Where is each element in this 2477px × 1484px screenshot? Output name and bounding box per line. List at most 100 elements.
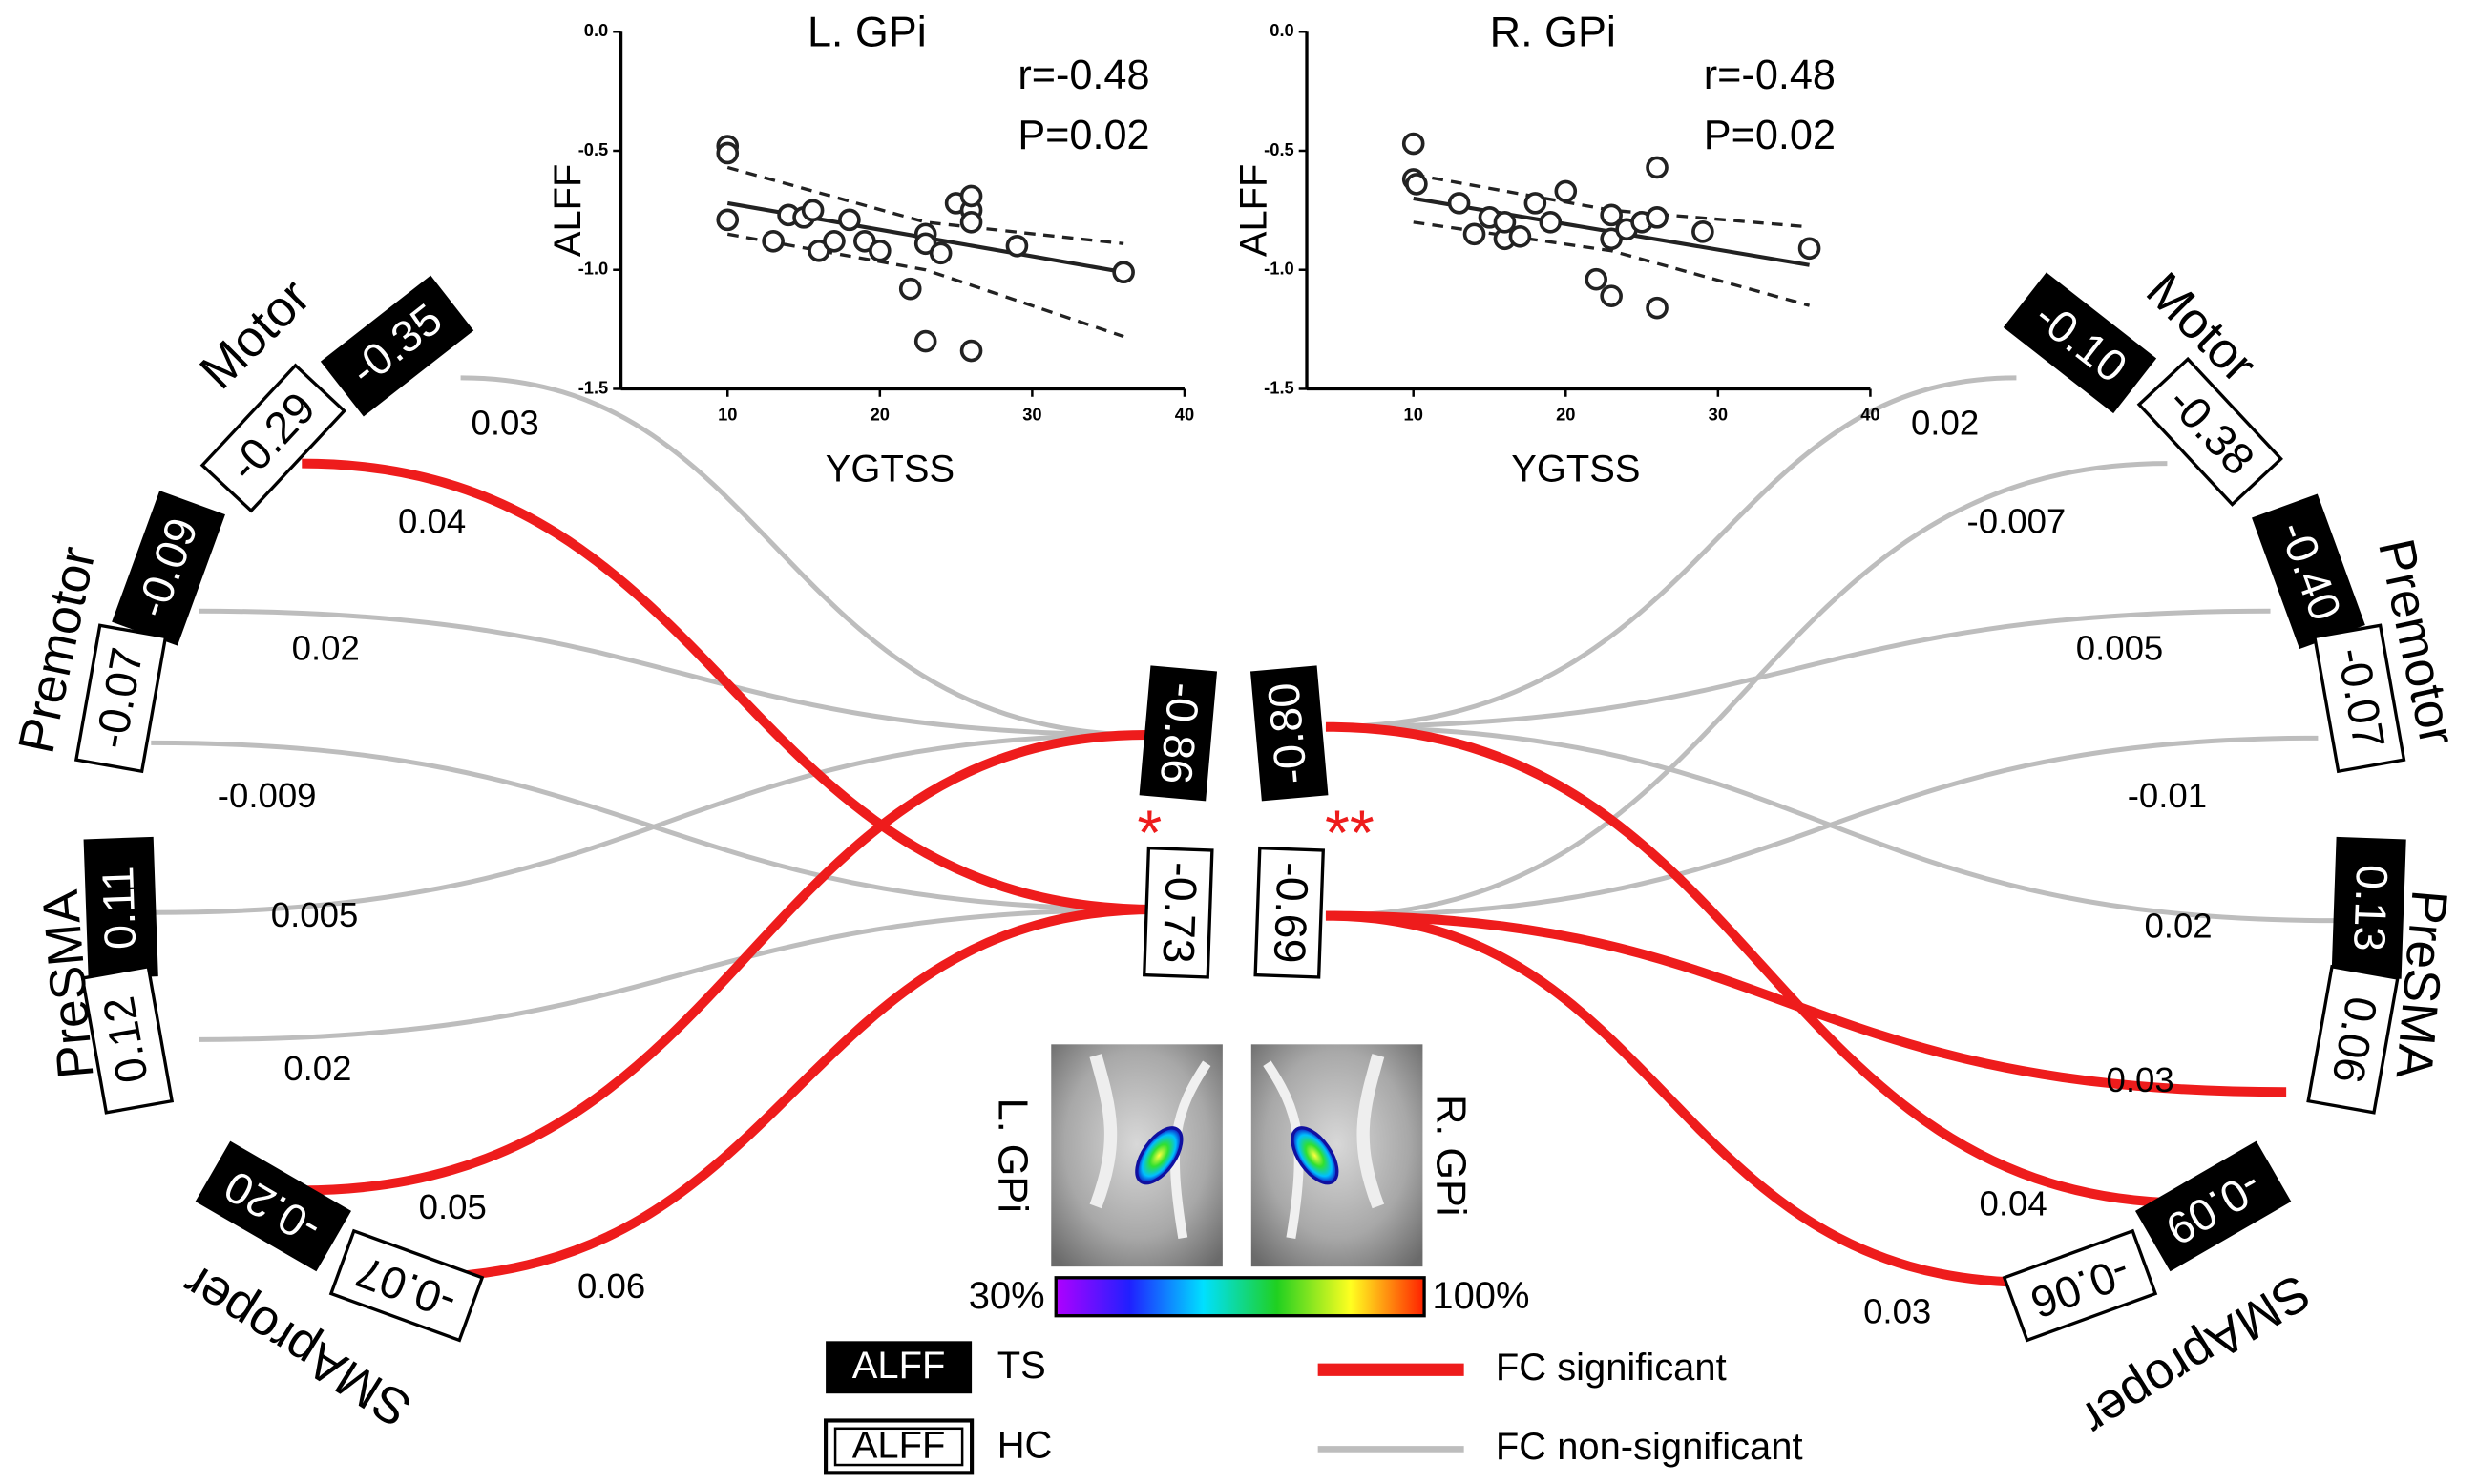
data-point [1462, 222, 1486, 246]
data-point [959, 339, 983, 363]
data-point [838, 208, 861, 232]
center-ts: -0.86 [1139, 665, 1218, 802]
data-point [823, 229, 846, 253]
y-tick-label: -0.5 [1264, 139, 1294, 159]
center-hc-value: -0.73 [1154, 861, 1207, 964]
edge-label: 0.03 [472, 403, 539, 442]
legend-sig-label: FC significant [1496, 1347, 1727, 1389]
x-tick-label: 10 [718, 405, 737, 425]
data-point [1585, 267, 1608, 291]
data-point [1539, 211, 1563, 234]
edge-label: 0.02 [292, 629, 360, 668]
image-label: R. GPi [1428, 1095, 1474, 1216]
region-hc: 0.12 [80, 964, 175, 1115]
fc-significant-edge [302, 458, 1157, 914]
region-ts: -0.20 [195, 1140, 352, 1272]
region-hc: -0.38 [2136, 356, 2283, 507]
edges [151, 375, 2335, 1287]
y-axis-label: ALFF [1232, 164, 1274, 258]
fc-nonsignificant-edge [1325, 735, 2319, 919]
y-axis-label: ALFF [547, 164, 589, 258]
fc-nonsignificant-edge [199, 907, 1157, 1042]
edge-label: 0.04 [1979, 1184, 2047, 1223]
data-point [959, 184, 983, 208]
data-point [1600, 284, 1623, 307]
y-tick-label: -0.5 [578, 139, 609, 159]
data-point [1797, 237, 1821, 261]
region-hc-box [73, 623, 168, 774]
fc-nonsignificant-edge [460, 375, 1147, 738]
brain-image-right [1250, 1044, 1423, 1267]
plot-title: L. GPi [808, 7, 927, 55]
region-hc-box [2306, 964, 2400, 1115]
region-hc-box [2002, 1228, 2158, 1343]
center-ts-box [1249, 665, 1329, 802]
annotation: P=0.02 [1018, 113, 1149, 158]
center-hc: -0.73 [1143, 846, 1214, 979]
region-ts: -0.35 [320, 275, 474, 417]
edge-label: 0.02 [1911, 403, 1979, 442]
y-tick-label: 0.0 [1270, 20, 1293, 40]
region-ts: -0.09 [2134, 1140, 2292, 1272]
edge-label: -0.009 [218, 776, 317, 815]
region-hc-box [2312, 623, 2406, 774]
data-point [1646, 296, 1669, 320]
colorbar-min: 30% [969, 1275, 1045, 1317]
data-point [1554, 179, 1578, 203]
y-tick-label: -1.0 [1264, 259, 1294, 279]
edge-label: 0.04 [398, 501, 466, 540]
legend-hc-box-text: ALFF [852, 1424, 946, 1466]
data-point [1691, 220, 1714, 243]
colorbar-max: 100% [1432, 1275, 1529, 1317]
y-tick-label: -1.5 [578, 377, 609, 397]
data-point [898, 277, 922, 301]
data-point [869, 239, 892, 262]
image-label: L. GPi [990, 1098, 1036, 1213]
data-point [1401, 132, 1425, 156]
region-ts: -0.40 [2252, 493, 2365, 649]
x-tick-label: 10 [1404, 405, 1423, 425]
ci-lower [726, 232, 1124, 339]
region-ts-box [320, 275, 474, 417]
x-tick-label: 30 [1709, 405, 1728, 425]
data-point [801, 199, 825, 222]
fc-nonsignificant-edge [1325, 461, 2168, 919]
fc-nonsignificant-edge [199, 608, 1147, 738]
scatter-plot: 0.0 -0.5 -1.0 -1.5 10 20 30 40 L. GPi r=-0.48 P=0.… [547, 7, 1194, 490]
y-tick-label: -1.0 [578, 259, 609, 279]
region-ts: -0.10 [2003, 272, 2157, 414]
fc-nonsignificant-edge [151, 732, 1147, 915]
center-hc: -0.69 [1253, 846, 1326, 979]
significance-marker: ** [1325, 799, 1375, 869]
region-hc-box [328, 1228, 485, 1343]
legend-nonsig-label: FC non-significant [1496, 1426, 1803, 1468]
region-ts: 0.13 [2331, 836, 2406, 979]
edge-label: 0.005 [2076, 629, 2164, 668]
center-ts: -0.80 [1249, 665, 1329, 802]
x-tick-label: 20 [871, 405, 890, 425]
annotation: P=0.02 [1704, 113, 1836, 158]
region-hc-box [199, 363, 346, 513]
scatter-plot: 0.0 -0.5 -1.0 -1.5 10 20 30 40 R. GPi r=-0.48 P=0.… [1232, 7, 1879, 490]
data-point [716, 208, 740, 232]
data-point [1523, 192, 1547, 215]
data-point [762, 229, 785, 253]
region-ts-box [2003, 272, 2157, 414]
legend-ts-box [826, 1341, 973, 1394]
region-hc-box [2136, 356, 2283, 507]
data-point [1646, 156, 1669, 179]
region-hc: -0.07 [73, 623, 168, 774]
colorbar [1054, 1276, 1426, 1318]
edge-label: -0.007 [1967, 501, 2067, 540]
annotation: r=-0.48 [1704, 52, 1836, 98]
data-point [959, 211, 983, 234]
edge-label: -0.01 [2128, 776, 2207, 815]
data-point [1646, 206, 1669, 229]
x-tick-label: 40 [1860, 405, 1879, 425]
legend-ts-label: TS [997, 1345, 1046, 1387]
region-ts: 0.11 [83, 836, 158, 979]
edge-label: 0.05 [419, 1187, 487, 1226]
center-hc-value: -0.69 [1265, 861, 1318, 964]
